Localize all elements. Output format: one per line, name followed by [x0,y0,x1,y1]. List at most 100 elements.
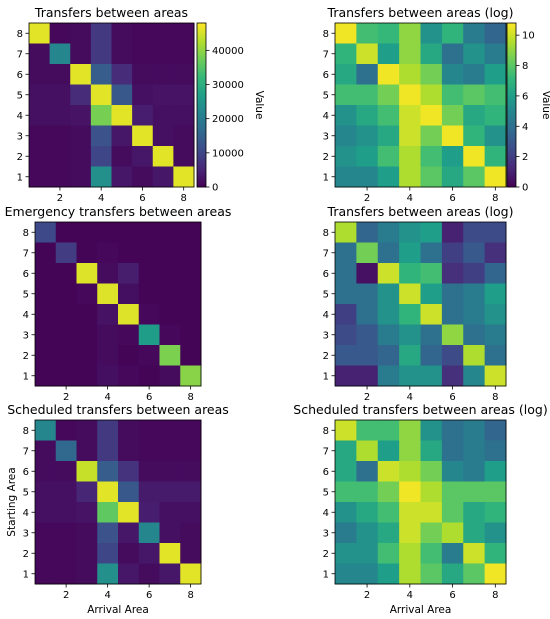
colorbar-segment [197,162,206,166]
heatmap-cell [111,23,133,44]
heatmap-cell [399,502,422,523]
heatmap-panel-6: Scheduled transfers between areas (log) 2… [293,402,547,616]
heatmap-cell [118,522,140,544]
heatmap-cell [173,166,195,188]
heatmap-cell [118,543,140,564]
heatmap-cell [441,563,464,585]
heatmap-cell [35,481,57,503]
heatmap-cell [55,543,77,564]
heatmap-cell [463,522,486,544]
x-tick-label: 6 [146,590,152,601]
colorbar-segment [197,124,206,128]
colorbar-segment [197,94,206,98]
heatmap-cell [132,43,154,65]
heatmap-cell [138,543,160,564]
heatmap-cell [356,105,379,126]
heatmap-cell [55,481,77,503]
heatmap-cell [55,345,77,366]
heatmap-cell [484,166,507,188]
heatmap-cell [90,84,113,106]
heatmap-cell [484,481,507,503]
x-tick-label: 8 [181,193,187,204]
heatmap-cell [152,64,174,85]
y-tick-label: 3 [23,330,29,341]
heatmap-cell [441,304,464,325]
heatmap-cell [97,563,119,585]
colorbar-segment [197,137,206,141]
heatmap-cell [441,345,464,366]
chart-title: Scheduled transfers between areas [7,402,229,417]
heatmap-cell [399,166,422,188]
colorbar-segment [507,178,516,182]
heatmap-cell [180,420,202,441]
heatmap-cell [132,146,154,167]
heatmap-panel-3: Emergency transfers between areas 2 4 6 8 1 2 3… [5,204,232,403]
heatmap-cell [463,263,486,284]
heatmap-cell [420,461,443,482]
y-tick-label: 7 [23,248,29,259]
heatmap-cell [399,105,422,126]
heatmap-cell [55,324,77,346]
heatmap-cell [356,304,379,325]
heatmap-cell [377,543,400,564]
heatmap-cell [335,324,357,346]
heatmap-cell [335,481,357,503]
chart-title: Transfers between areas (log) [327,5,514,20]
colorbar-segment [507,102,516,106]
heatmap-cell [484,324,507,346]
heatmap-cell [138,345,160,366]
heatmap-cell [49,23,71,44]
heatmap-cell [35,461,57,482]
colorbar-segment [507,118,516,122]
heatmap-cell [111,43,133,65]
y-tick-label: 8 [323,228,329,239]
heatmap-cell [463,365,486,387]
heatmap-cell [377,304,400,325]
heatmap-cell [138,502,160,523]
colorbar-segment [197,151,206,155]
colorbar-segment [507,96,516,100]
colorbar-segment [507,28,516,32]
heatmap-cell [399,481,422,503]
y-tick-label: 4 [323,310,329,321]
heatmap-cell [420,64,443,85]
heatmap-panel-2: Transfers between areas (log) 2 4 6 8 1 2 3 4 5 6 7… [323,5,550,204]
heatmap-cell [420,222,443,243]
heatmap-cell [441,543,464,564]
colorbar-segment [507,173,516,177]
heatmap-cell [356,563,379,585]
colorbar-segment [197,77,206,81]
heatmap-cell [441,146,464,167]
heatmap-cell [463,345,486,366]
heatmap-cell [463,543,486,564]
heatmap-cell [420,166,443,188]
heatmap-cell [484,283,507,305]
heatmap-cell [335,84,357,106]
heatmap-cell [399,43,422,65]
heatmap-cell [399,304,422,325]
colorbar-segment [507,72,516,76]
x-tick-label: 6 [146,392,152,403]
heatmap-cell [76,440,98,462]
colorbar-segment [197,50,206,54]
heatmap-cell [356,166,379,188]
colorbar-segment [507,64,516,68]
colorbar-tick-label: 0 [212,183,218,194]
heatmap-cell [76,283,98,305]
colorbar-segment [197,132,206,136]
colorbar-segment [197,126,206,130]
heatmap-cell [377,166,400,188]
colorbar-segment [507,69,516,73]
heatmap-cell [399,222,422,243]
heatmap-cell [484,502,507,523]
heatmap-cell [420,543,443,564]
y-tick-label: 1 [23,569,29,580]
heatmap-cell [484,563,507,585]
colorbar-tick-label: 40000 [212,46,244,57]
heatmap-cell [35,440,57,462]
colorbar-segment [197,66,206,70]
heatmap-cell [377,125,400,147]
heatmap-cell [138,461,160,482]
heatmap-cell [377,146,400,167]
heatmap-cell [111,64,133,85]
